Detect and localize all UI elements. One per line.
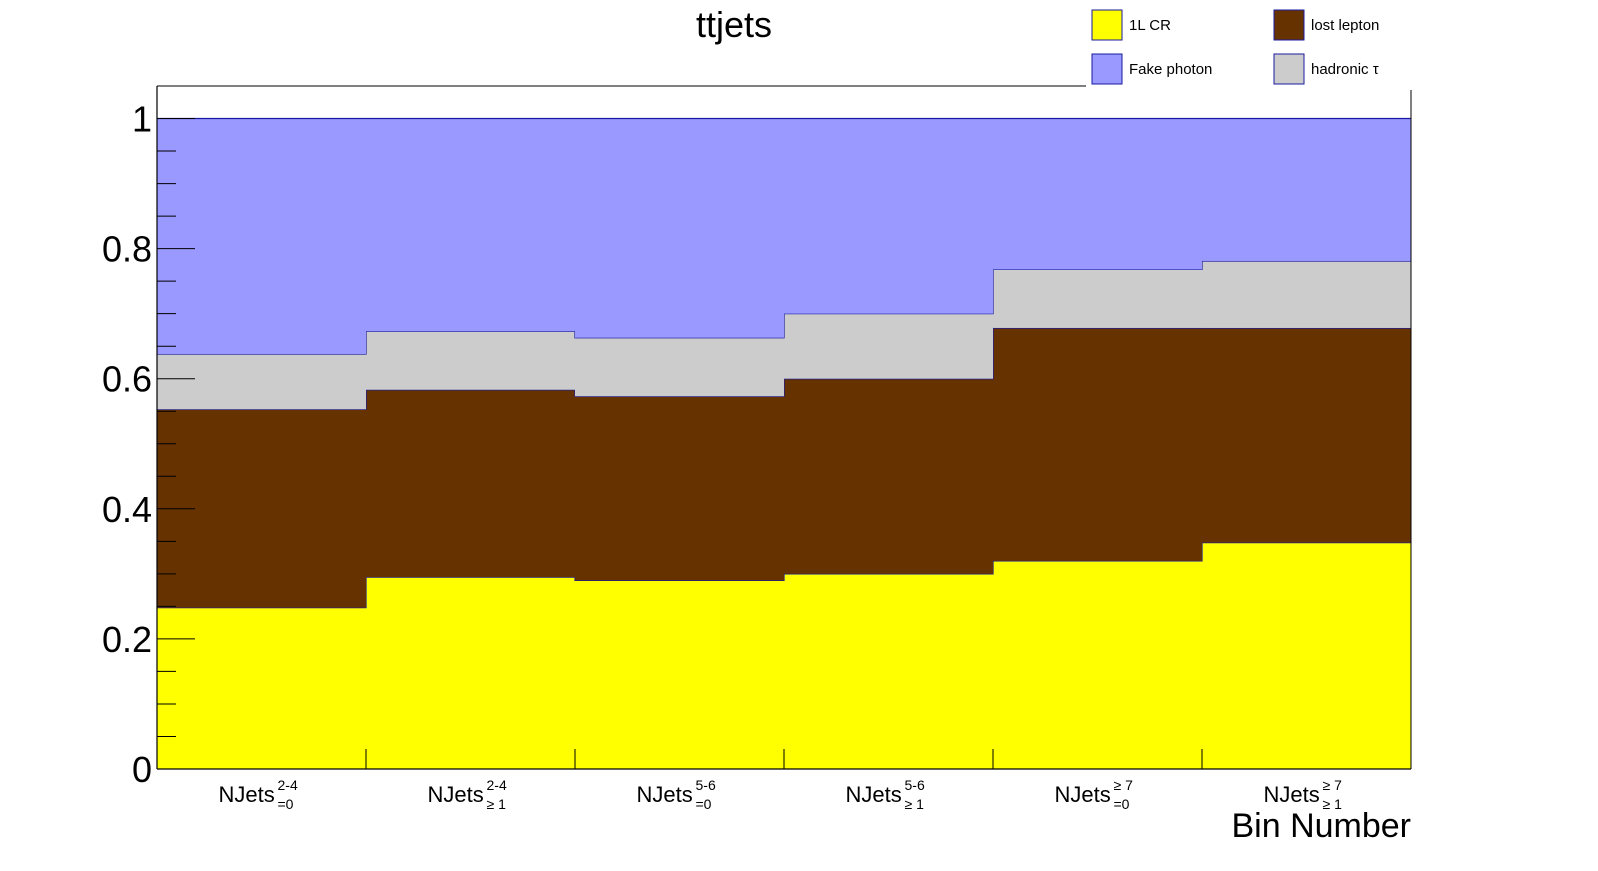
bar-segment bbox=[993, 327, 1202, 561]
bar-segment bbox=[1202, 542, 1411, 769]
legend: 1L CR lost lepton Fake photon hadronic τ bbox=[1091, 9, 1379, 85]
x-tick-label-sup: 2-4 bbox=[278, 777, 298, 793]
x-tick-label: NJets ≥ 7 =0 bbox=[1055, 777, 1134, 812]
bar-segment bbox=[366, 118, 575, 332]
x-tick-label-sup: 5-6 bbox=[905, 777, 925, 793]
x-tick-label-sup: 5-6 bbox=[696, 777, 716, 793]
x-tick-label-sub: ≥ 1 bbox=[487, 796, 507, 812]
legend-label: 1L CR bbox=[1129, 17, 1171, 34]
bar-segment bbox=[1202, 260, 1411, 328]
legend-swatch bbox=[1273, 53, 1305, 85]
y-tick-label: 0.4 bbox=[102, 489, 152, 530]
legend-label: hadronic τ bbox=[1311, 61, 1379, 78]
legend-swatch bbox=[1273, 9, 1305, 41]
bar-segment bbox=[784, 378, 993, 574]
bar-segment bbox=[366, 577, 575, 769]
y-tick-label: 1 bbox=[132, 99, 152, 140]
bar-segment bbox=[784, 573, 993, 769]
x-axis: NJets 2-4=0 NJets 2-4≥ 1 NJets 5-6=0 NJets 5-6≥… bbox=[219, 749, 1343, 812]
chart-title: ttjets bbox=[696, 4, 772, 45]
x-tick-label-sub: =0 bbox=[278, 796, 294, 812]
x-axis-label: Bin Number bbox=[1231, 807, 1411, 845]
series-3 bbox=[157, 260, 1411, 410]
bar-segment bbox=[993, 118, 1202, 270]
legend-swatch bbox=[1091, 53, 1123, 85]
x-tick-label-base: NJets bbox=[1264, 782, 1320, 807]
y-axis: 0 0.2 0.4 0.6 0.8 1 bbox=[102, 99, 195, 790]
x-tick-label-base: NJets bbox=[219, 782, 275, 807]
bar-layer bbox=[157, 117, 1411, 769]
x-tick-label-base: NJets bbox=[637, 782, 693, 807]
x-tick-label-sub: =0 bbox=[1114, 796, 1130, 812]
y-tick-label: 0.8 bbox=[102, 229, 152, 270]
legend-swatch bbox=[1091, 9, 1123, 41]
bar-segment bbox=[366, 389, 575, 578]
y-tick-label: 0.2 bbox=[102, 619, 152, 660]
bar-segment bbox=[157, 607, 366, 769]
x-tick-label-sub: ≥ 1 bbox=[905, 796, 925, 812]
legend-entry: hadronic τ bbox=[1273, 53, 1379, 85]
x-tick-label: NJets 2-4 ≥ 1 bbox=[428, 777, 507, 812]
x-tick-label: NJets 2-4 =0 bbox=[219, 777, 298, 812]
x-tick-label-base: NJets bbox=[1055, 782, 1111, 807]
bar-segment bbox=[575, 580, 784, 769]
y-tick-label: 0 bbox=[132, 749, 152, 790]
series-1 bbox=[157, 542, 1411, 769]
bar-segment bbox=[575, 396, 784, 581]
x-tick-label-sup: 2-4 bbox=[487, 777, 507, 793]
x-tick-label: NJets ≥ 7 ≥ 1 bbox=[1264, 777, 1343, 812]
legend-entry: lost lepton bbox=[1273, 9, 1379, 41]
bar-segment bbox=[1202, 327, 1411, 543]
x-tick-label-base: NJets bbox=[428, 782, 484, 807]
bar-segment bbox=[784, 313, 993, 379]
y-tick-label: 0.6 bbox=[102, 359, 152, 400]
x-tick-label-sub: =0 bbox=[696, 796, 712, 812]
legend-entry: 1L CR bbox=[1091, 9, 1171, 41]
legend-entry: Fake photon bbox=[1091, 53, 1212, 85]
bar-segment bbox=[993, 269, 1202, 328]
bar-segment bbox=[575, 118, 784, 338]
x-tick-label-sup: ≥ 7 bbox=[1323, 777, 1343, 793]
bar-segment bbox=[1202, 118, 1411, 261]
bar-segment bbox=[157, 118, 366, 354]
bar-segment bbox=[575, 337, 784, 397]
series-2 bbox=[157, 327, 1411, 608]
bar-segment bbox=[993, 560, 1202, 769]
bar-segment bbox=[366, 331, 575, 390]
x-tick-label: NJets 5-6 =0 bbox=[637, 777, 716, 812]
bar-segment bbox=[157, 354, 366, 410]
x-tick-label-sup: ≥ 7 bbox=[1114, 777, 1134, 793]
series-4 bbox=[157, 117, 1411, 354]
x-tick-label-sub: ≥ 1 bbox=[1323, 796, 1343, 812]
legend-label: lost lepton bbox=[1311, 17, 1379, 34]
legend-label: Fake photon bbox=[1129, 61, 1212, 78]
x-tick-label-base: NJets bbox=[846, 782, 902, 807]
bar-segment bbox=[784, 118, 993, 314]
x-tick-label: NJets 5-6 ≥ 1 bbox=[846, 777, 925, 812]
